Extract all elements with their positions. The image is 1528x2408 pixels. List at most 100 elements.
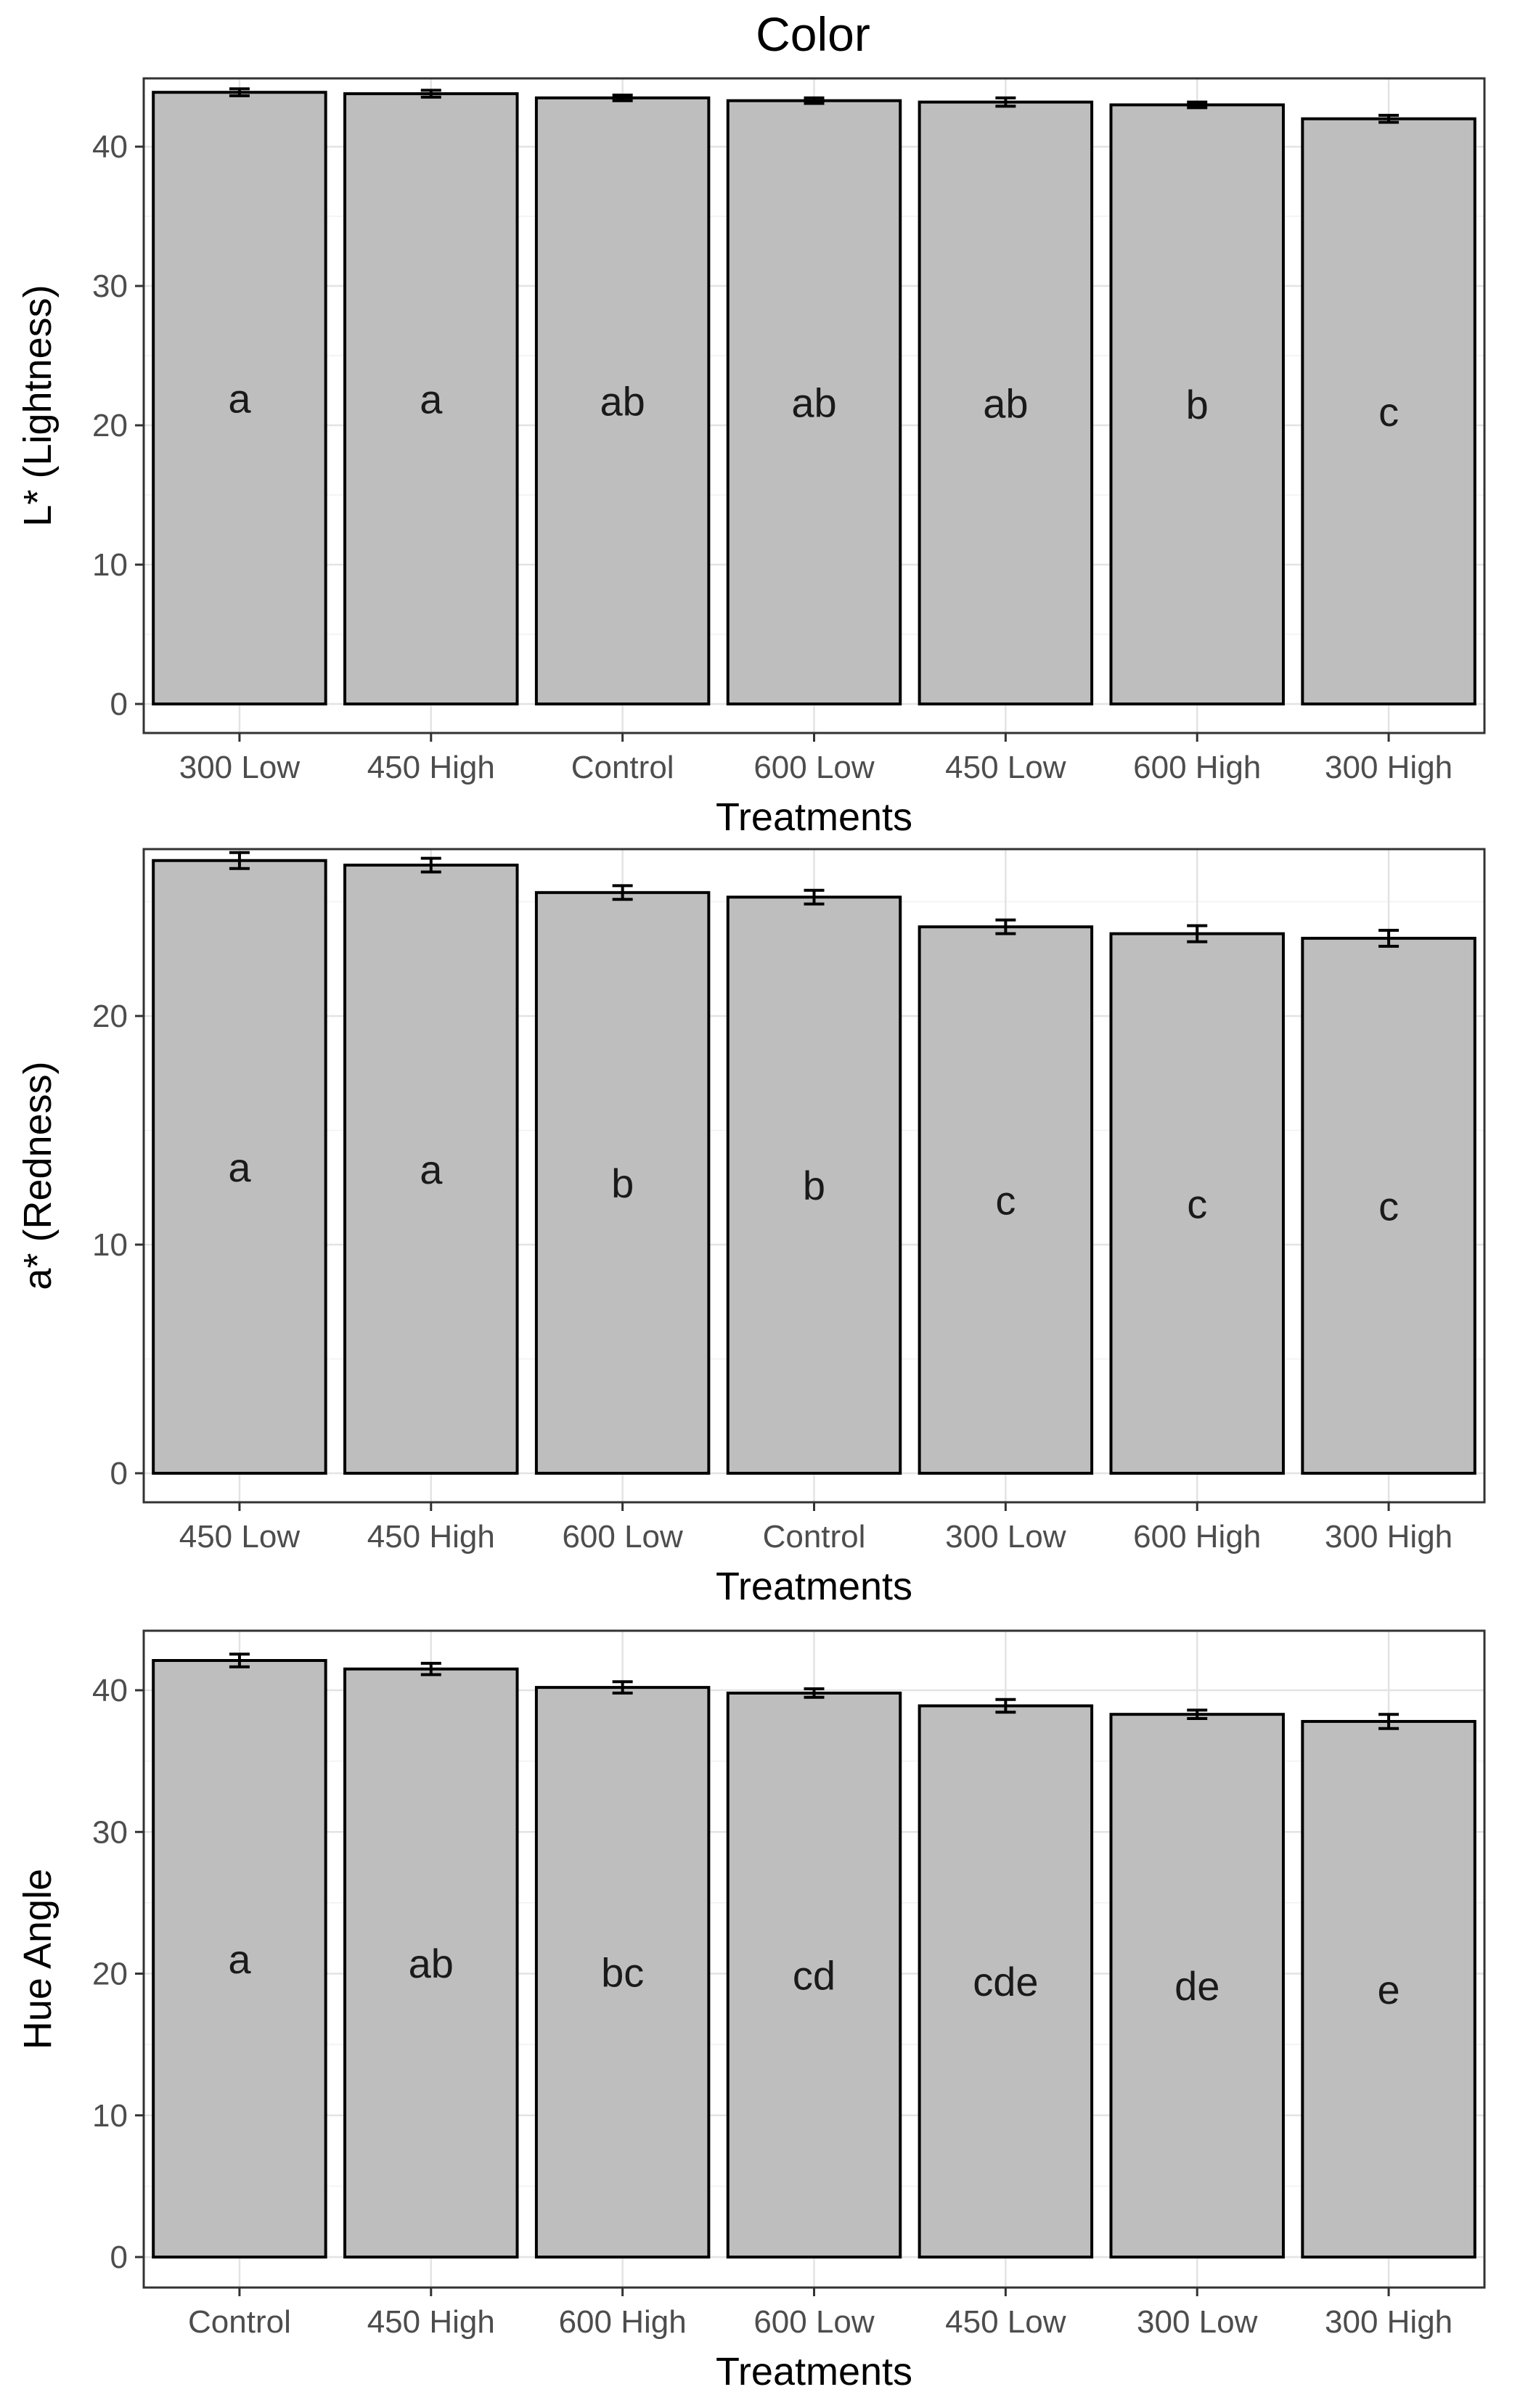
y-tick-label: 20	[92, 999, 128, 1034]
significance-letter: ab	[791, 380, 836, 425]
figure-title: Color	[756, 7, 870, 61]
x-tick-label: Control	[571, 750, 674, 785]
bar-450-low	[918, 1704, 1094, 2259]
x-axis-title: Treatments	[716, 1565, 912, 1608]
error-bar	[229, 87, 250, 97]
x-tick-label: 300 Low	[1137, 2304, 1258, 2340]
significance-letter: a	[228, 1936, 251, 1982]
bar-450-high	[343, 864, 519, 1475]
x-tick-label: 300 High	[1325, 2304, 1453, 2340]
error-bar	[612, 94, 633, 102]
significance-letter: c	[1378, 1183, 1399, 1229]
x-tick-label: 600 Low	[562, 1519, 683, 1555]
chart-panel-1: a a ab ab ab b c 0 10 20 30 40 300 Low 450 High Contro…	[16, 77, 1486, 839]
significance-letter: cd	[793, 1952, 836, 1998]
error-bar	[229, 1653, 250, 1668]
error-bar	[1378, 113, 1400, 124]
x-tick-label: 450 Low	[179, 1519, 301, 1555]
y-tick-label: 30	[92, 1814, 128, 1850]
x-tick-label: 450 Low	[945, 750, 1066, 785]
significance-letter: a	[228, 1144, 251, 1190]
bar-450-low	[918, 100, 1094, 706]
bar-600-high	[1109, 103, 1285, 705]
error-bar	[995, 96, 1016, 108]
x-tick-label: 450 High	[367, 750, 495, 785]
bar-control	[534, 96, 711, 705]
error-bar	[1378, 1713, 1400, 1730]
bar-600-low	[534, 890, 711, 1475]
error-bar	[420, 1661, 441, 1676]
error-bar	[1187, 100, 1208, 110]
error-bar	[420, 856, 441, 874]
y-tick-label: 40	[92, 129, 128, 165]
error-bar	[804, 1687, 825, 1699]
significance-letter: b	[611, 1160, 634, 1206]
significance-letter: ab	[409, 1941, 454, 1986]
bar-450-high	[343, 92, 519, 705]
significance-letter: bc	[601, 1950, 644, 1996]
significance-letter: de	[1174, 1963, 1219, 2009]
significance-letter: c	[1187, 1181, 1207, 1226]
significance-letter: a	[420, 377, 443, 422]
error-bar	[1378, 928, 1400, 948]
error-bar	[612, 1680, 633, 1695]
chart-panel-3: a ab bc cd cde de e 0 10 20 30 40 Control 450 High 600…	[16, 1629, 1486, 2393]
error-bar	[1187, 1708, 1208, 1721]
chart-panel-2: a a b b c c c 0 10 20 450 Low 450 High 600 Low Contro…	[16, 848, 1486, 1608]
error-bar	[995, 918, 1016, 935]
y-tick-label: 40	[92, 1673, 128, 1708]
bar-300-low	[1109, 1713, 1285, 2258]
x-tick-label: 450 High	[367, 2304, 495, 2340]
significance-letter: ab	[600, 378, 645, 424]
significance-letter: b	[1186, 382, 1209, 427]
x-tick-label: 450 High	[367, 1519, 495, 1555]
x-tick-label: 600 High	[559, 2304, 687, 2340]
y-axis-title: a* (Redness)	[16, 1061, 60, 1290]
y-tick-label: 30	[92, 269, 128, 304]
x-tick-label: 600 High	[1133, 750, 1261, 785]
y-tick-label: 10	[92, 2098, 128, 2134]
bar-300-high	[1301, 936, 1476, 1475]
significance-letter: a	[228, 376, 251, 422]
y-axis-title: L* (Lightness)	[16, 284, 60, 526]
x-tick-label: 300 Low	[945, 1519, 1066, 1555]
y-tick-label: 20	[92, 408, 128, 443]
bar-300-low	[152, 91, 327, 705]
bar-600-low	[726, 99, 902, 705]
x-tick-label: 600 Low	[753, 2304, 875, 2340]
error-bar	[804, 96, 825, 105]
significance-letter: ab	[983, 380, 1028, 426]
bar-300-low	[918, 925, 1094, 1475]
y-tick-label: 10	[92, 547, 128, 583]
x-tick-label: 300 High	[1325, 1519, 1453, 1555]
y-axis-title: Hue Angle	[16, 1869, 60, 2049]
x-tick-label: 600 High	[1133, 1519, 1261, 1555]
y-tick-label: 0	[110, 2240, 128, 2275]
x-tick-label: Control	[763, 1519, 866, 1555]
significance-letter: a	[420, 1147, 443, 1192]
error-bar	[420, 89, 441, 99]
error-bar	[804, 888, 825, 906]
y-tick-label: 0	[110, 687, 128, 722]
significance-letter: b	[803, 1163, 825, 1208]
significance-letter: c	[1378, 389, 1399, 435]
y-tick-label: 20	[92, 1957, 128, 1992]
error-bar	[1187, 924, 1208, 943]
significance-letter: c	[995, 1178, 1016, 1224]
x-tick-label: Control	[188, 2304, 291, 2340]
x-tick-label: 300 High	[1325, 750, 1453, 785]
bar-control	[152, 1659, 327, 2258]
error-bar	[612, 884, 633, 901]
bar-600-high	[1109, 932, 1285, 1475]
bar-450-high	[343, 1667, 519, 2259]
y-tick-label: 0	[110, 1456, 128, 1491]
error-bar	[995, 1698, 1016, 1714]
x-tick-label: 450 Low	[945, 2304, 1066, 2340]
x-tick-label: 600 Low	[753, 750, 875, 785]
significance-letter: cde	[973, 1959, 1038, 2004]
y-tick-label: 10	[92, 1227, 128, 1263]
bar-300-high	[1301, 117, 1476, 706]
bar-450-low	[152, 859, 327, 1475]
x-tick-label: 300 Low	[179, 750, 301, 785]
